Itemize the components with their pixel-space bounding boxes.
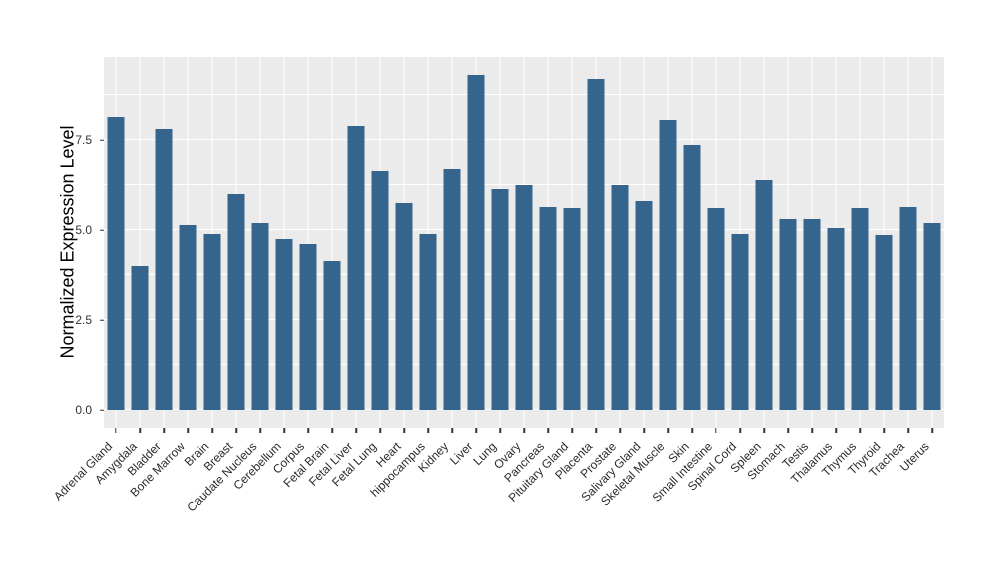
x-tick-mark [571,428,573,433]
x-tick-mark [763,428,765,433]
bar-skeletal-muscle [659,120,677,410]
bar-small-intestine [707,208,725,410]
bar-testis [803,219,821,410]
x-tick-mark [427,428,429,433]
bar-breast [227,194,245,410]
y-axis-title-text: Normalized Expression Level [57,125,78,359]
bar-caudate-nucleus [251,222,269,410]
bar-corpus [299,244,317,410]
bar-thyroid [875,235,893,410]
bar-pancreas [539,206,557,410]
bar-fetal-brain [323,260,341,410]
bar-bone-marrow [179,224,197,410]
bar-fetal-liver [347,125,365,410]
x-tick-mark [259,428,261,433]
x-tick-mark [187,428,189,433]
x-tick-mark [451,428,453,433]
x-tick-label: Liver [447,439,476,468]
x-tick-mark [523,428,525,433]
bar-pituitary-gland [563,208,581,410]
gridline-major-x [331,57,333,428]
x-tick-mark [595,428,597,433]
x-tick-mark [859,428,861,433]
x-tick-mark [379,428,381,433]
bar-trachea [899,206,917,410]
bar-heart [395,203,413,410]
x-tick-mark [883,428,885,433]
x-tick-mark [403,428,405,433]
bar-kidney [443,168,461,410]
bar-spinal-cord [731,233,749,410]
x-axis: Adrenal Gland Amygdala Bladder Bone Marrow B… [51,428,944,578]
x-tick-mark [115,428,117,433]
y-tick-label: 7.5 [75,133,92,147]
x-tick-mark [907,428,909,433]
x-tick-mark [547,428,549,433]
x-tick-mark [715,428,717,433]
x-tick-mark [139,428,141,433]
x-tick-mark [931,428,933,433]
y-tick-mark [99,319,104,321]
bar-hippocampus [419,233,437,410]
bar-brain [203,233,221,410]
x-tick-mark [499,428,501,433]
bar-adrenal-gland [107,116,125,410]
x-tick-mark [355,428,357,433]
bar-bladder [155,129,173,410]
x-tick-mark [163,428,165,433]
bar-amygdala [131,266,149,410]
x-tick-mark [835,428,837,433]
bar-ovary [515,185,533,410]
y-tick-mark [99,139,104,141]
bar-prostate [611,185,629,410]
x-tick-mark [619,428,621,433]
bar-liver [467,75,485,410]
x-tick-mark [211,428,213,433]
y-tick-mark [99,229,104,231]
bar-lung [491,188,509,410]
bar-cerebellum [275,239,293,410]
y-axis: 0.0 2.5 5.0 7.5 [0,57,104,428]
bar-spleen [755,179,773,410]
bar-placenta [587,78,605,410]
x-tick-mark [811,428,813,433]
x-tick-mark [643,428,645,433]
gridline-major-x [307,57,309,428]
bar-thymus [851,208,869,410]
bar-fetal-lung [371,170,389,410]
bar-salivary-gland [635,201,653,410]
gridline-major-x [139,57,141,428]
bar-stomach [779,219,797,410]
x-tick-mark [739,428,741,433]
x-tick-mark [307,428,309,433]
bar-uterus [923,222,941,410]
x-tick-mark [667,428,669,433]
x-tick-mark [787,428,789,433]
bar-skin [683,145,701,410]
x-tick-mark [331,428,333,433]
plot-panel [104,57,944,428]
x-tick-mark [475,428,477,433]
y-tick-label: 0.0 [75,403,92,417]
x-tick-mark [283,428,285,433]
bar-thalamus [827,228,845,410]
x-tick-mark [691,428,693,433]
y-tick-label: 2.5 [75,313,92,327]
x-tick-mark [235,428,237,433]
y-tick-mark [99,409,104,411]
y-tick-label: 5.0 [75,223,92,237]
